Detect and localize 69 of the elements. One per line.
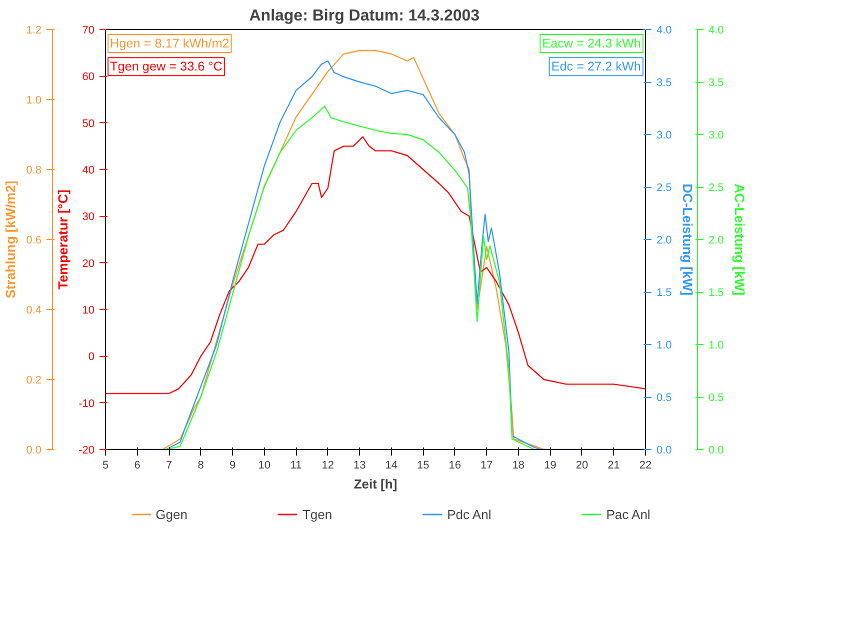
y-tick-label: 0.4 <box>26 304 42 316</box>
x-axis-title: Zeit [h] <box>354 476 398 492</box>
y-tick-label: 0.6 <box>26 234 42 246</box>
annotation: Eacw = 24.3 kWh <box>542 36 641 51</box>
x-tick-label: 5 <box>102 460 109 472</box>
text: 3.0 <box>708 130 724 142</box>
x-tick-label: 17 <box>480 460 493 472</box>
x-tick-label: 15 <box>417 460 430 472</box>
y-tick-label: 0.8 <box>26 164 42 176</box>
y3-tick-label: 1.0 <box>656 340 672 352</box>
annotation: Tgen gew = 33.6 °C <box>110 60 222 74</box>
line-series <box>106 136 646 394</box>
y2-tick-label: 40 <box>82 164 95 176</box>
y3-tick-label: 0.0 <box>656 444 672 456</box>
y2-tick-label: 50 <box>82 118 95 130</box>
y2-tick-label: 10 <box>82 304 95 316</box>
y3-tick-label: 0.5 <box>656 392 672 404</box>
text: 3.5 <box>708 77 724 89</box>
y2-axis-title: Temperatur [°C] <box>56 190 71 290</box>
y3-tick-label: 3.5 <box>656 77 672 89</box>
y2-tick-label: 20 <box>82 258 95 270</box>
legend-label: Ggen <box>156 506 188 522</box>
y2-tick-label: 30 <box>82 211 95 224</box>
text: 2.5 <box>708 182 724 194</box>
legend-label: Tgen <box>302 506 332 522</box>
text: 4.0 <box>708 24 724 36</box>
y3-tick-label: 3.0 <box>656 130 672 142</box>
y-tick-label: 1.0 <box>26 94 42 106</box>
y2-tick-label: 0 <box>88 351 95 364</box>
text: 1.0 <box>708 340 724 352</box>
x-tick-label: 7 <box>166 460 172 472</box>
y3-tick-label: 1.5 <box>656 287 672 299</box>
x-tick-label: 14 <box>385 460 398 472</box>
legend-label: Pac Anl <box>606 506 650 522</box>
x-tick-label: 20 <box>576 460 588 472</box>
annotation: Edc = 27.2 kWh <box>551 60 641 74</box>
x-tick-label: 13 <box>354 460 366 472</box>
text: 0.0 <box>708 444 724 456</box>
x-tick-label: 9 <box>230 460 236 472</box>
y-tick-label: 0.0 <box>26 444 42 456</box>
x-tick-label: 12 <box>322 460 334 472</box>
y3-tick-label: 2.0 <box>656 234 672 246</box>
x-tick-label: 11 <box>290 460 302 472</box>
y2-tick-label: -10 <box>78 398 95 410</box>
text: 2.0 <box>708 234 724 246</box>
x-tick-label: 10 <box>258 460 270 472</box>
x-tick-label: 6 <box>134 460 140 472</box>
text: AC-Leistung [kW] <box>732 184 747 296</box>
y-tick-label: 1.2 <box>26 24 42 36</box>
y-tick-label: 0.2 <box>26 374 42 386</box>
y2-tick-label: 60 <box>82 71 95 84</box>
x-tick-label: 8 <box>198 460 204 472</box>
annotation: Hgen = 8.17 kWh/m2 <box>110 36 230 51</box>
legend-label: Pdc Anl <box>447 506 492 522</box>
y3-tick-label: 2.5 <box>656 182 672 194</box>
text: 0.5 <box>708 392 724 404</box>
x-tick-label: 21 <box>608 460 620 472</box>
x-tick-label: 19 <box>544 460 556 472</box>
x-tick-label: 22 <box>639 460 652 472</box>
chart-title: Anlage: Birg Datum: 14.3.2003 <box>249 8 480 24</box>
text: 1.5 <box>708 287 724 299</box>
y3-axis-title: DC-Leistung [kW] <box>680 184 695 296</box>
x-tick-label: 16 <box>448 460 462 472</box>
y2-tick-label: 70 <box>82 24 95 36</box>
y-axis-title: Strahlung [kW/m2] <box>3 180 18 298</box>
y2-tick-label: -20 <box>78 444 95 456</box>
line-series <box>165 106 535 450</box>
y3-tick-label: 4.0 <box>656 24 672 36</box>
x-tick-label: 18 <box>512 460 525 472</box>
